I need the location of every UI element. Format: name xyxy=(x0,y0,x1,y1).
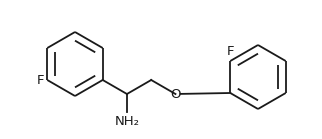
Text: O: O xyxy=(170,87,181,100)
Text: F: F xyxy=(227,45,234,58)
Text: F: F xyxy=(37,74,44,86)
Text: NH₂: NH₂ xyxy=(114,115,139,128)
